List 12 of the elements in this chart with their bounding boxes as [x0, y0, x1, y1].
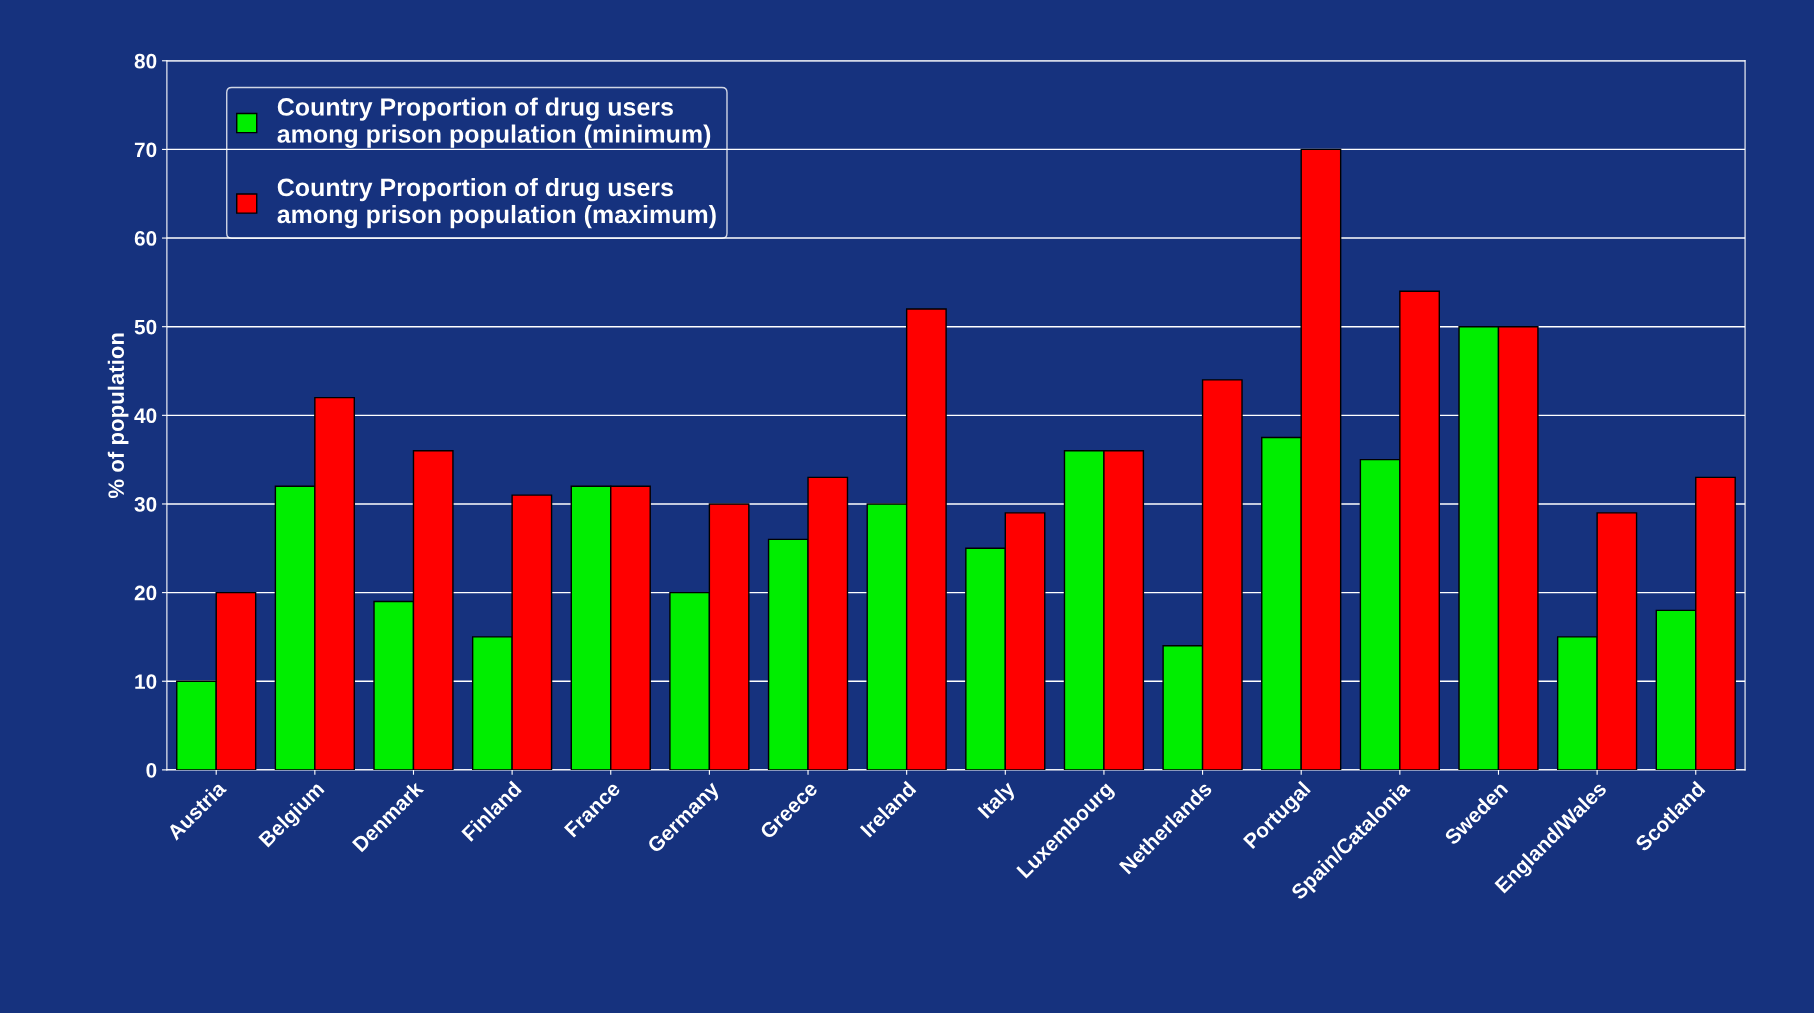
- y-tick-label: 50: [134, 319, 157, 335]
- legend-label: Country Proportion of drug users among prison population (maximum): [277, 177, 716, 229]
- y-tick-label: 70: [134, 142, 157, 158]
- y-tick-label: 60: [134, 231, 157, 246]
- y-tick-label: 0: [146, 762, 157, 778]
- y-tick-label: 20: [134, 585, 157, 601]
- legend-label: Country Proportion of drug users among prison population (minimum): [277, 97, 711, 148]
- y-axis-title: % of population: [107, 333, 129, 499]
- y-tick-label: 80: [134, 53, 157, 69]
- y-tick-label: 10: [135, 674, 157, 689]
- y-tick-label: 30: [134, 496, 157, 512]
- y-tick-label: 40: [134, 408, 157, 424]
